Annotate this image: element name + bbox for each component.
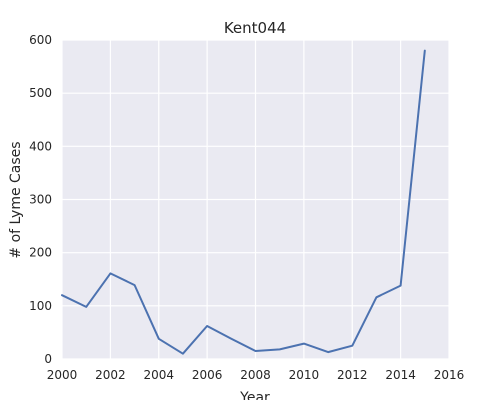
series-line bbox=[61, 49, 426, 355]
chart-title: Kent044 bbox=[224, 19, 286, 37]
x-tick-label: 2010 bbox=[289, 368, 320, 382]
y-tick-label: 600 bbox=[29, 33, 52, 47]
x-tick-labels: 2000 2002 2004 2006 2008 2010 2012 2014 2016 bbox=[47, 368, 465, 382]
x-tick-label: 2006 bbox=[192, 368, 223, 382]
series-group bbox=[61, 49, 426, 355]
y-tick-label: 500 bbox=[29, 86, 52, 100]
y-axis-title: # of Lyme Cases bbox=[8, 141, 24, 258]
x-tick-label: 2000 bbox=[47, 368, 78, 382]
y-tick-label: 200 bbox=[29, 246, 52, 260]
y-tick-label: 0 bbox=[44, 352, 52, 366]
y-tick-labels: 0 100 200 300 400 500 600 bbox=[29, 33, 52, 366]
x-tick-label: 2012 bbox=[337, 368, 368, 382]
x-tick-label: 2016 bbox=[434, 368, 465, 382]
y-tick-label: 300 bbox=[29, 193, 52, 207]
x-tick-label: 2004 bbox=[143, 368, 174, 382]
grid bbox=[61, 39, 450, 360]
x-tick-label: 2014 bbox=[385, 368, 416, 382]
x-tick-label: 2002 bbox=[95, 368, 126, 382]
y-tick-label: 100 bbox=[29, 299, 52, 313]
y-tick-label: 400 bbox=[29, 139, 52, 153]
x-axis-title: Year bbox=[239, 390, 270, 400]
x-tick-label: 2008 bbox=[240, 368, 271, 382]
